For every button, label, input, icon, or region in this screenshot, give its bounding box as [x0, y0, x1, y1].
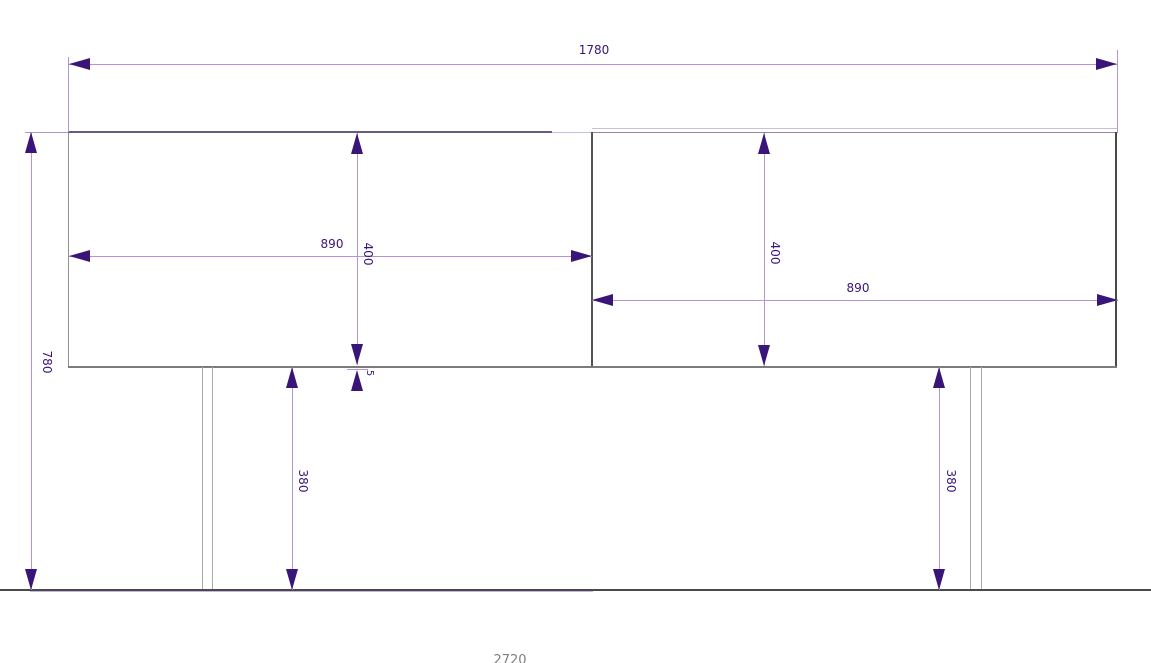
dim-label-panel-gap: 5 [364, 369, 375, 377]
dim-label-right-leg-height: 380 [944, 469, 958, 493]
arrowhead-left-door-height-top [351, 133, 363, 154]
cabinet-right-edge [1115, 132, 1117, 367]
cabinet-center-divider [591, 132, 593, 367]
left-door-top-edge-light [552, 132, 592, 133]
arrowhead-right-door-height-top [758, 133, 770, 154]
dim-line-right-door-height [764, 133, 765, 366]
arrowhead-left-leg-height-top [286, 367, 298, 388]
arrowhead-right-door-height-bottom [758, 345, 770, 366]
dim-line-overall-height [31, 132, 32, 590]
right-door-top-edge [592, 132, 1118, 133]
cabinet-bottom-edge [68, 366, 1117, 368]
dim-label-overall-width: 1780 [578, 43, 610, 57]
dim-label-right-door-width: 890 [846, 281, 870, 295]
arrowhead-right-leg-height-bottom [933, 569, 945, 590]
dim-label-right-door-height: 400 [768, 241, 782, 265]
dim-line-left-door-width [69, 256, 592, 257]
floor-extension-line [30, 591, 593, 592]
dim-label-overall-height: 780 [40, 350, 54, 374]
cabinet-left-edge [68, 132, 69, 367]
arrowhead-overall-height-top [25, 132, 37, 153]
dim-line-left-leg-height [292, 367, 293, 590]
right-leg-inner-line [981, 367, 982, 589]
arrowhead-overall-width-left [69, 58, 90, 70]
arrowhead-left-leg-height-bottom [286, 569, 298, 590]
dim-line-overall-width [69, 64, 1117, 65]
arrowhead-overall-height-bottom [25, 569, 37, 590]
dim-label-base-width: 2720 [493, 653, 527, 663]
dim-label-left-leg-height: 380 [296, 469, 310, 493]
arrowhead-left-door-width-left [69, 250, 90, 262]
arrowhead-panel-gap-bottom [351, 370, 363, 391]
left-door-top-edge [68, 131, 552, 133]
arrowhead-overall-width-right [1096, 58, 1117, 70]
dim-tick-panel-gap [347, 369, 368, 370]
right-door-top-accent [592, 128, 1118, 129]
arrowhead-right-door-width-right [1097, 294, 1118, 306]
left-leg-inner-line [212, 367, 213, 589]
left-leg-outer-line [202, 367, 203, 589]
dim-label-left-door-height: 400 [361, 242, 375, 266]
arrowhead-left-door-width-right [571, 250, 592, 262]
floor-line [0, 589, 1151, 591]
dim-label-left-door-width: 890 [320, 237, 344, 251]
dim-line-left-door-height [357, 133, 358, 365]
dim-line-right-leg-height [939, 367, 940, 590]
dim-line-right-door-width [592, 300, 1118, 301]
dim-ext-overall-width-left [68, 57, 69, 132]
arrowhead-right-door-width-left [592, 294, 613, 306]
right-leg-outer-line [970, 367, 971, 589]
arrowhead-left-door-height-bottom [351, 344, 363, 365]
arrowhead-right-leg-height-top [933, 367, 945, 388]
dim-ext-overall-height-top [25, 132, 68, 133]
dim-ext-overall-width-right [1117, 50, 1118, 132]
